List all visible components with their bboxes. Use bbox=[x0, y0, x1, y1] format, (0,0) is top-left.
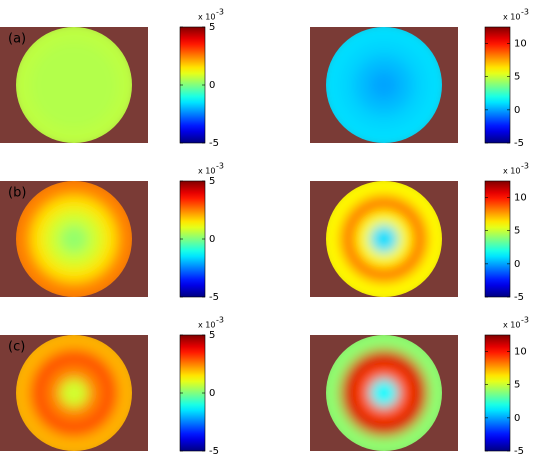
heatmap-disc bbox=[326, 27, 442, 143]
heatmap-disc bbox=[326, 181, 442, 297]
colorbar-tick-label: 10 bbox=[514, 39, 527, 50]
colorbar-tick-label: 0 bbox=[209, 388, 215, 399]
heatmap-disc bbox=[16, 181, 132, 297]
colorbar-exponent: -3 bbox=[521, 316, 529, 325]
heatmap-ring bbox=[369, 224, 399, 254]
panel: (c) -5 0 5x 10-3 bbox=[0, 316, 224, 457]
colorbar-tick-label: 5 bbox=[209, 330, 215, 341]
colorbar-exponent: -3 bbox=[216, 316, 224, 325]
colorbar-tick-label: 0 bbox=[514, 259, 520, 270]
colorbar bbox=[484, 180, 511, 298]
heatmap-field bbox=[326, 335, 442, 451]
colorbar-tick-label: 0 bbox=[514, 105, 520, 116]
heatmap-ring bbox=[59, 224, 89, 254]
panel: -5 0 5 10 x 10-3 bbox=[310, 162, 529, 303]
colorbar-scale: x 10 bbox=[503, 167, 520, 176]
heatmap-field bbox=[326, 181, 442, 297]
heatmap-field bbox=[326, 27, 442, 143]
colorbar-tick-label: 0 bbox=[514, 413, 520, 424]
heatmap-field bbox=[16, 335, 132, 451]
panel-label: (b) bbox=[8, 186, 26, 201]
colorbar-exponent: -3 bbox=[521, 8, 529, 17]
colorbar-tick-label: 10 bbox=[514, 193, 527, 204]
colorbar-tick-label: -5 bbox=[209, 446, 219, 457]
panel-label: (c) bbox=[8, 340, 25, 355]
heatmap-ring bbox=[369, 70, 399, 100]
colorbar-scale: x 10 bbox=[198, 13, 215, 22]
colorbar-scale: x 10 bbox=[198, 321, 215, 330]
panel: -5 0 5 10 x 10-3 bbox=[310, 316, 529, 457]
colorbar bbox=[484, 26, 511, 144]
colorbar-tick-label: 5 bbox=[514, 226, 520, 237]
colorbar-tick-label: 5 bbox=[209, 22, 215, 33]
colorbar-tick-label: 0 bbox=[209, 234, 215, 245]
colorbar bbox=[179, 334, 206, 452]
colorbar-scale: x 10 bbox=[503, 321, 520, 330]
panel: (b) -5 0 5x 10-3 bbox=[0, 162, 224, 303]
colorbar-exponent: -3 bbox=[216, 8, 224, 17]
colorbar-tick-label: 0 bbox=[209, 80, 215, 91]
colorbar-tick-label: 5 bbox=[514, 380, 520, 391]
colorbar bbox=[484, 334, 511, 452]
colorbar-tick-label: -5 bbox=[514, 446, 524, 457]
heatmap-ring bbox=[59, 70, 89, 100]
heatmap-disc bbox=[16, 27, 132, 143]
heatmap-disc bbox=[16, 335, 132, 451]
colorbar-tick-label: 5 bbox=[514, 72, 520, 83]
colorbar-tick-label: -5 bbox=[514, 138, 524, 149]
colorbar-tick-label: -5 bbox=[514, 292, 524, 303]
heatmap-ring bbox=[369, 378, 399, 408]
heatmap-field bbox=[16, 27, 132, 143]
colorbar-tick-label: -5 bbox=[209, 292, 219, 303]
heatmap-disc bbox=[326, 335, 442, 451]
heatmap-ring bbox=[59, 378, 89, 408]
colorbar-tick-label: 10 bbox=[514, 347, 527, 358]
colorbar-exponent: -3 bbox=[216, 162, 224, 171]
colorbar-scale: x 10 bbox=[503, 13, 520, 22]
colorbar-tick-label: 5 bbox=[209, 176, 215, 187]
panel-label: (a) bbox=[8, 32, 26, 47]
panel: (a) -5 0 5x 10-3 bbox=[0, 8, 224, 149]
colorbar bbox=[179, 180, 206, 298]
panel: -5 0 5 10 x 10-3 bbox=[310, 8, 529, 149]
colorbar-exponent: -3 bbox=[521, 162, 529, 171]
colorbar-scale: x 10 bbox=[198, 167, 215, 176]
colorbar-tick-label: -5 bbox=[209, 138, 219, 149]
colorbar bbox=[179, 26, 206, 144]
heatmap-field bbox=[16, 181, 132, 297]
